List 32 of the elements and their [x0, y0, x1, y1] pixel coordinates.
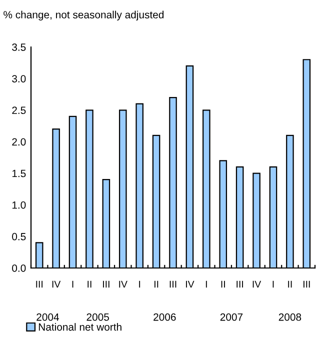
text: 2005: [86, 313, 109, 321]
y-tick-label: 3.5: [12, 44, 26, 51]
y-tick-label: 1.5: [12, 170, 26, 178]
y-tick-label: 2.0: [12, 138, 26, 146]
text: 2006: [154, 313, 176, 321]
x-tick-label: I: [72, 280, 74, 288]
text: 2007: [220, 313, 243, 321]
chart-title: % change, not seasonally adjusted: [4, 10, 164, 20]
x-tick-label: I: [139, 280, 140, 288]
x-tick-label: II: [221, 280, 225, 288]
x-tick-label: III: [103, 280, 110, 288]
y-tick-label: 0.5: [12, 232, 26, 240]
y-tick-label: 1.0: [12, 201, 26, 209]
x-tick-label: II: [88, 280, 92, 288]
x-tick-label: IV: [186, 280, 194, 288]
text: 2008: [278, 313, 302, 321]
x-tick-label: I: [206, 280, 207, 288]
x-tick-label: IV: [252, 280, 262, 288]
x-tick-label: III: [303, 280, 310, 288]
x-tick-label: IV: [119, 280, 128, 288]
x-tick-label: IV: [52, 280, 61, 288]
x-tick-label: I: [272, 280, 274, 288]
x-tick-label: III: [36, 280, 43, 288]
x-tick-label: III: [236, 280, 243, 288]
legend-label: National net worth: [38, 323, 122, 331]
x-tick-label: III: [170, 280, 176, 288]
text: 2004: [36, 313, 59, 321]
y-tick-label: 2.5: [12, 106, 26, 114]
x-tick-label: II: [288, 280, 292, 288]
x-tick-label: II: [154, 280, 158, 288]
y-tick-label: 3.0: [12, 75, 26, 82]
y-tick-label: 0.0: [12, 264, 26, 272]
